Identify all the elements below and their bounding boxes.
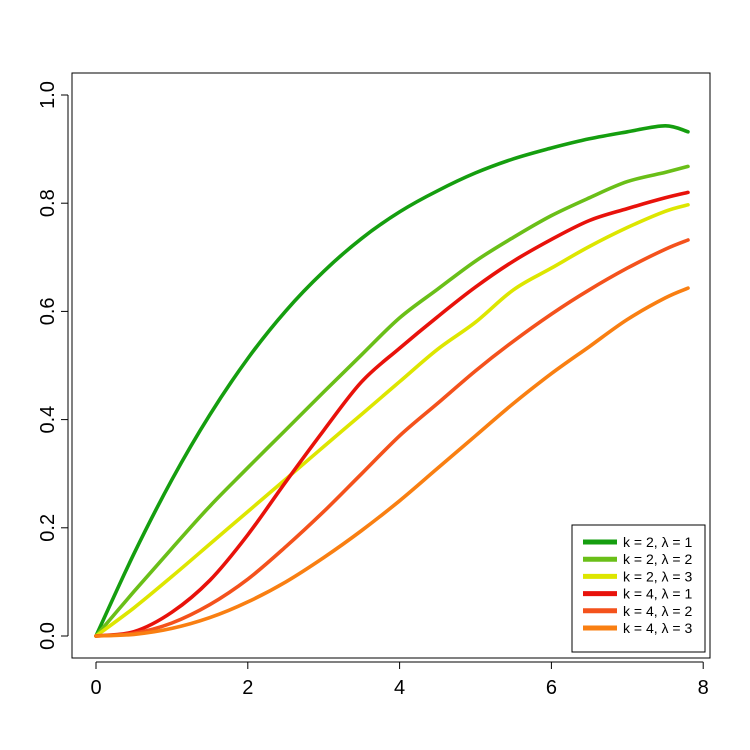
x-tick-label: 6 xyxy=(546,677,557,699)
legend-label: k = 4, λ = 1 xyxy=(623,586,692,602)
axes: 0 2 4 6 8 0.0 0.2 0.4 0.6 0.8 1.0 xyxy=(37,81,709,699)
series-line-5 xyxy=(94,238,690,638)
series-line-1 xyxy=(94,124,690,638)
y-tick-label: 0.6 xyxy=(37,297,59,325)
series-line-4 xyxy=(94,190,690,638)
legend-label: k = 2, λ = 1 xyxy=(623,534,692,550)
series-line-2 xyxy=(94,164,690,638)
y-tick-label: 0.2 xyxy=(37,514,59,542)
y-tick-label: 1.0 xyxy=(37,81,59,109)
y-tick-label: 0.0 xyxy=(37,622,59,650)
legend-box xyxy=(571,524,706,653)
legend-label: k = 4, λ = 3 xyxy=(623,620,692,636)
x-tick-label: 8 xyxy=(698,677,709,699)
y-tick-label: 0.8 xyxy=(37,189,59,217)
legend: k = 2, λ = 1k = 2, λ = 2k = 2, λ = 3 k = … xyxy=(571,524,706,653)
legend-label: k = 2, λ = 2 xyxy=(623,551,692,567)
legend-label: k = 2, λ = 3 xyxy=(623,568,692,584)
legend-label: k = 4, λ = 2 xyxy=(623,603,692,619)
y-tick-label: 0.4 xyxy=(37,406,59,434)
series-line-6 xyxy=(94,286,690,638)
series-line-3 xyxy=(94,203,690,638)
x-tick-label: 0 xyxy=(90,677,101,699)
plot-frame xyxy=(71,72,711,659)
curves xyxy=(94,124,690,638)
x-tick-label: 4 xyxy=(394,677,405,699)
x-tick-label: 2 xyxy=(242,677,253,699)
